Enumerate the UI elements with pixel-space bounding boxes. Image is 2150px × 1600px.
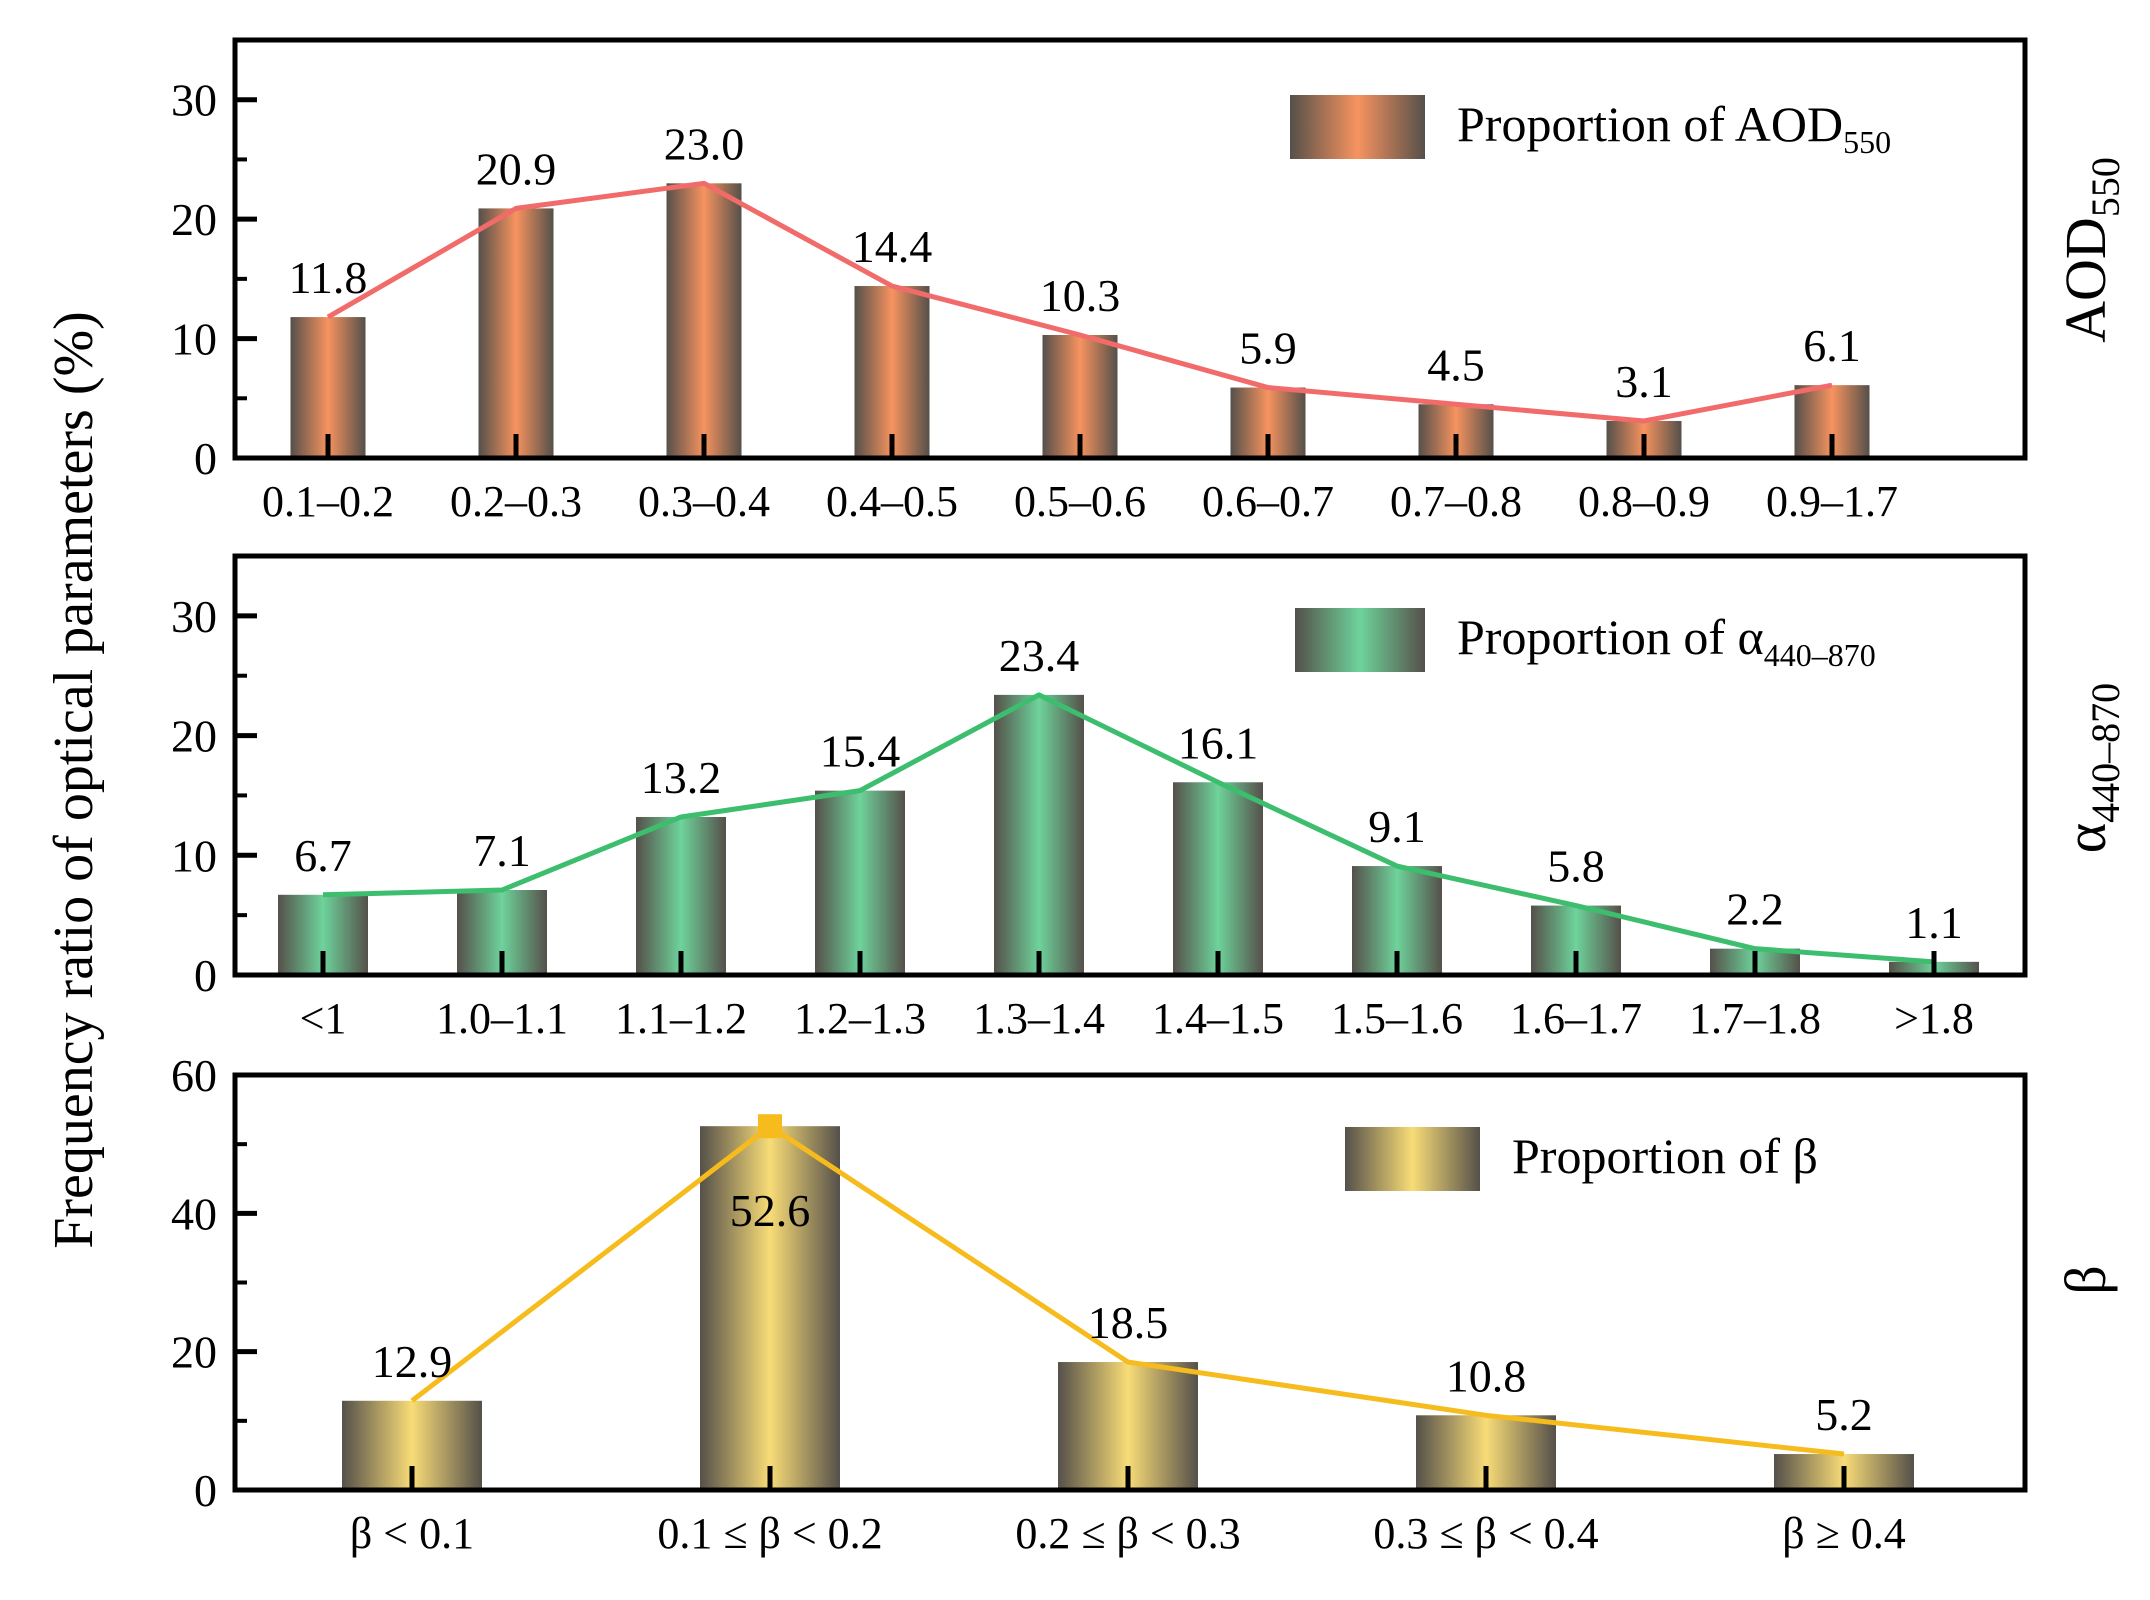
x-tick-label-beta-1: 0.1 ≤ β < 0.2 — [657, 1509, 882, 1558]
x-tick-label-alpha-7: 1.6–1.7 — [1510, 994, 1642, 1043]
value-label-aod-8: 6.1 — [1803, 320, 1861, 371]
x-tick-label-alpha-3: 1.2–1.3 — [794, 994, 926, 1043]
x-tick-label-aod-3: 0.4–0.5 — [826, 477, 958, 526]
value-label-aod-2: 23.0 — [664, 118, 745, 169]
side-label-alpha: α440–870 — [2053, 683, 2128, 853]
trend-line-alpha — [322, 692, 1935, 965]
x-tick-label-aod-0: 0.1–0.2 — [262, 477, 394, 526]
value-label-beta-0: 12.9 — [372, 1336, 453, 1387]
y-axis-label: Frequency ratio of optical parameters (%… — [43, 311, 105, 1249]
x-tick-label-alpha-5: 1.4–1.5 — [1152, 994, 1284, 1043]
x-tick-label-alpha-1: 1.0–1.1 — [436, 994, 568, 1043]
panel-alpha: 6.7 7.1 13.2 15.4 23.4 16.1 9.1 5.8 2.2 1.1 <1 1.0–… — [171, 553, 2128, 1043]
plot-frame-aod — [232, 37, 2028, 461]
x-tick-label-beta-0: β < 0.1 — [350, 1509, 474, 1558]
y-tick-label-alpha-0: 0 — [194, 950, 217, 1001]
y-tick-label-beta-1: 20 — [171, 1327, 217, 1378]
x-tick-label-alpha-9: >1.8 — [1894, 994, 1974, 1043]
y-tick-label-beta-0: 0 — [194, 1465, 217, 1516]
value-label-aod-3: 14.4 — [852, 221, 933, 272]
bar-aod-2 — [666, 183, 742, 459]
side-label-beta: β — [2053, 1265, 2118, 1295]
value-label-aod-4: 10.3 — [1040, 270, 1121, 321]
bar-alpha-2 — [636, 816, 726, 975]
bar-alpha-4 — [994, 694, 1084, 975]
bar-alpha-5 — [1173, 782, 1263, 975]
x-tick-label-aod-2: 0.3–0.4 — [638, 477, 770, 526]
value-label-beta-1: 52.6 — [730, 1185, 811, 1236]
value-label-aod-5: 5.9 — [1239, 323, 1297, 374]
value-label-alpha-5: 16.1 — [1178, 717, 1259, 768]
plot-frame-alpha — [232, 553, 2028, 978]
side-label-aod: AOD550 — [2053, 157, 2128, 343]
value-label-alpha-2: 13.2 — [641, 752, 722, 803]
y-tick-label-aod-3: 30 — [171, 75, 217, 126]
peak-marker-beta — [758, 1114, 782, 1139]
y-tick-label-aod-1: 10 — [171, 314, 217, 365]
bar-beta-1 — [700, 1126, 840, 1490]
x-tick-label-aod-6: 0.7–0.8 — [1390, 477, 1522, 526]
value-label-alpha-7: 5.8 — [1547, 841, 1605, 892]
bar-alpha-3 — [815, 790, 905, 975]
legend-swatch-aod — [1290, 95, 1425, 159]
bar-aod-1 — [478, 208, 554, 458]
y-tick-label-beta-2: 40 — [171, 1188, 217, 1239]
trend-line-beta — [410, 1123, 1845, 1457]
x-tick-label-alpha-8: 1.7–1.8 — [1689, 994, 1821, 1043]
legend-swatch-beta — [1345, 1127, 1480, 1191]
value-label-alpha-4: 23.4 — [999, 630, 1080, 681]
value-label-alpha-8: 2.2 — [1726, 884, 1784, 935]
value-label-beta-4: 5.2 — [1815, 1389, 1873, 1440]
x-tick-label-aod-7: 0.8–0.9 — [1578, 477, 1710, 526]
x-tick-label-beta-2: 0.2 ≤ β < 0.3 — [1015, 1509, 1240, 1558]
x-tick-label-beta-3: 0.3 ≤ β < 0.4 — [1373, 1509, 1598, 1558]
trend-line-aod — [326, 180, 1833, 424]
legend-swatch-alpha — [1295, 608, 1425, 672]
legend-label-alpha: Proportion of α440–870 — [1457, 609, 1876, 673]
y-tick-label-alpha-1: 10 — [171, 830, 217, 881]
y-tick-label-alpha-3: 30 — [171, 591, 217, 642]
y-tick-label-aod-0: 0 — [194, 433, 217, 484]
legend-label-beta: Proportion of β — [1512, 1128, 1818, 1184]
x-tick-label-alpha-6: 1.5–1.6 — [1331, 994, 1463, 1043]
bar-aod-3 — [854, 286, 930, 458]
x-tick-label-alpha-4: 1.3–1.4 — [973, 994, 1105, 1043]
value-label-beta-3: 10.8 — [1446, 1350, 1527, 1401]
value-label-aod-7: 3.1 — [1615, 356, 1673, 407]
panel-aod: 11.8 20.9 23.0 14.4 10.3 5.9 4.5 3.1 6.1 0.1–0.2 0… — [171, 37, 2128, 526]
value-label-aod-1: 20.9 — [476, 143, 557, 194]
value-label-alpha-6: 9.1 — [1368, 801, 1426, 852]
panel-beta: 12.9 52.6 18.5 10.8 5.2 β < 0.1 0.1 ≤ β < 0.2 0… — [171, 1050, 2118, 1558]
value-label-aod-0: 11.8 — [289, 252, 368, 303]
y-tick-label-aod-2: 20 — [171, 194, 217, 245]
x-tick-label-aod-4: 0.5–0.6 — [1014, 477, 1146, 526]
x-tick-label-alpha-0: <1 — [300, 994, 347, 1043]
x-tick-label-aod-1: 0.2–0.3 — [450, 477, 582, 526]
value-label-alpha-0: 6.7 — [294, 830, 352, 881]
x-tick-label-beta-4: β ≥ 0.4 — [1782, 1509, 1906, 1558]
x-tick-label-aod-8: 0.9–1.7 — [1766, 477, 1898, 526]
legend-label-aod: Proportion of AOD550 — [1457, 96, 1891, 160]
x-tick-label-alpha-2: 1.1–1.2 — [615, 994, 747, 1043]
y-tick-label-beta-3: 60 — [171, 1050, 217, 1101]
value-label-alpha-9: 1.1 — [1905, 897, 1963, 948]
value-label-beta-2: 18.5 — [1088, 1297, 1169, 1348]
value-label-alpha-3: 15.4 — [820, 726, 901, 777]
value-label-aod-6: 4.5 — [1427, 339, 1485, 390]
y-tick-label-alpha-2: 20 — [171, 711, 217, 762]
x-tick-label-aod-5: 0.6–0.7 — [1202, 477, 1334, 526]
value-label-alpha-1: 7.1 — [473, 825, 531, 876]
